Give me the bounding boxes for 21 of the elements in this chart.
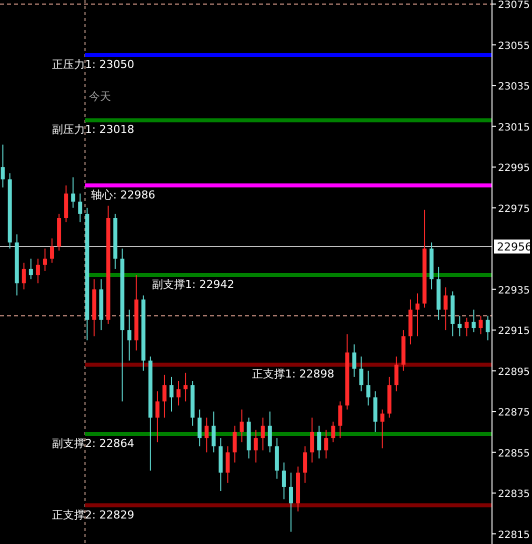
ref-label: 轴心: 22986 [91, 188, 156, 202]
y-tick-label: 23075 [498, 0, 530, 12]
ref-label: 副支撑2: 22864 [52, 436, 134, 450]
y-tick-label: 22815 [498, 530, 530, 541]
y-tick-label: 22935 [498, 285, 530, 296]
y-tick-label: 22975 [498, 204, 530, 215]
ref-label: 副压力1: 23018 [52, 123, 134, 136]
y-tick-label: 22895 [498, 366, 530, 378]
ref-label: 正压力1: 23050 [52, 58, 134, 71]
y-tick-label: 22875 [498, 408, 530, 419]
annotation: 今天 [89, 90, 111, 103]
y-tick-label: 22915 [498, 326, 530, 338]
y-tick-label: 23015 [498, 122, 530, 134]
ref-label: 正支撑2: 22829 [52, 508, 134, 522]
y-tick-label: 22855 [498, 448, 530, 460]
y-tick-label: 23055 [498, 40, 530, 52]
y-tick-label: 22995 [498, 163, 530, 174]
ref-label: 副支撑1: 22942 [152, 278, 234, 292]
ref-label: 正支撑1: 22898 [252, 368, 334, 381]
y-tick-label: 23035 [498, 82, 530, 93]
y-tick-label: 22835 [498, 489, 530, 500]
